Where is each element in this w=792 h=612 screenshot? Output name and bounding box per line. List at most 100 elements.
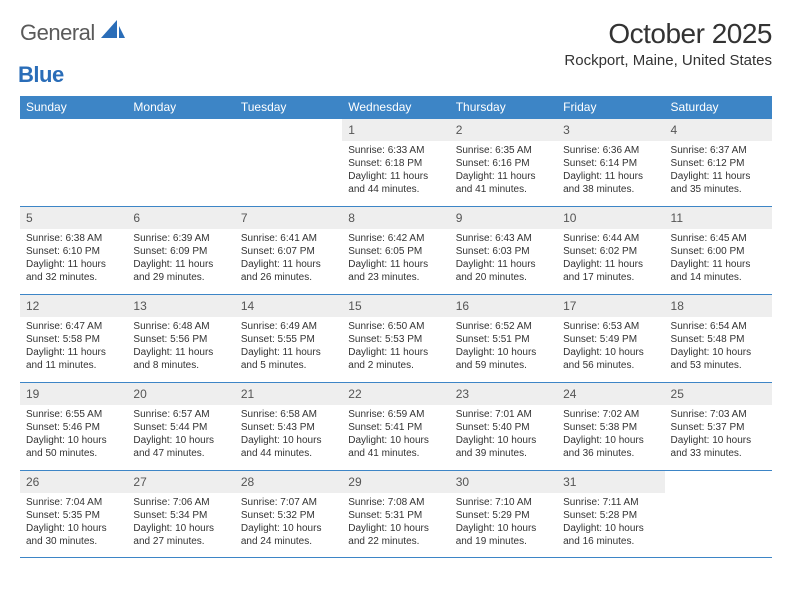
daylight-line: Daylight: 10 hours and 50 minutes.: [26, 434, 121, 460]
sunrise-line: Sunrise: 7:06 AM: [133, 496, 228, 509]
day-number: 23: [456, 387, 469, 401]
empty-cell: [20, 118, 127, 206]
sunrise-line: Sunrise: 6:59 AM: [348, 408, 443, 421]
day-cell: 7Sunrise: 6:41 AMSunset: 6:07 PMDaylight…: [235, 206, 342, 294]
sunset-line: Sunset: 6:07 PM: [241, 245, 336, 258]
dayname-saturday: Saturday: [665, 96, 772, 118]
sunrise-line: Sunrise: 6:48 AM: [133, 320, 228, 333]
logo-sail-icon: [101, 20, 125, 40]
header: General Blue October 2025 Rockport, Main…: [20, 18, 772, 88]
dayname-sunday: Sunday: [20, 96, 127, 118]
day-body: Sunrise: 6:52 AMSunset: 5:51 PMDaylight:…: [450, 317, 557, 376]
sunset-line: Sunset: 5:38 PM: [563, 421, 658, 434]
sunrise-line: Sunrise: 6:50 AM: [348, 320, 443, 333]
daylight-line: Daylight: 11 hours and 5 minutes.: [241, 346, 336, 372]
day-cell: 18Sunrise: 6:54 AMSunset: 5:48 PMDayligh…: [665, 294, 772, 382]
daylight-line: Daylight: 10 hours and 16 minutes.: [563, 522, 658, 548]
day-body: Sunrise: 6:45 AMSunset: 6:00 PMDaylight:…: [665, 229, 772, 288]
sunset-line: Sunset: 5:44 PM: [133, 421, 228, 434]
sunrise-line: Sunrise: 7:11 AM: [563, 496, 658, 509]
sunrise-line: Sunrise: 7:07 AM: [241, 496, 336, 509]
day-cell: 16Sunrise: 6:52 AMSunset: 5:51 PMDayligh…: [450, 294, 557, 382]
day-number: 9: [456, 211, 463, 225]
day-body: Sunrise: 7:08 AMSunset: 5:31 PMDaylight:…: [342, 493, 449, 552]
day-body: Sunrise: 6:36 AMSunset: 6:14 PMDaylight:…: [557, 141, 664, 200]
dayname-tuesday: Tuesday: [235, 96, 342, 118]
sunrise-line: Sunrise: 6:54 AM: [671, 320, 766, 333]
sunset-line: Sunset: 5:49 PM: [563, 333, 658, 346]
day-number: 11: [671, 211, 683, 225]
day-number: 1: [348, 123, 355, 137]
day-cell: 27 Sunrise: 7:06 AMSunset: 5:34 PMDayligh…: [127, 470, 234, 558]
daylight-line: Daylight: 10 hours and 59 minutes.: [456, 346, 551, 372]
sunset-line: Sunset: 6:09 PM: [133, 245, 228, 258]
day-body: Sunrise: 6:59 AMSunset: 5:41 PMDaylight:…: [342, 405, 449, 464]
day-number: 2: [456, 123, 463, 137]
dayname-row: SundayMondayTuesdayWednesdayThursdayFrid…: [20, 96, 772, 118]
day-body: Sunrise: 6:50 AMSunset: 5:53 PMDaylight:…: [342, 317, 449, 376]
calendar-row: 1 Sunrise: 6:33 AMSunset: 6:18 PMDaylight…: [20, 118, 772, 206]
sunset-line: Sunset: 5:34 PM: [133, 509, 228, 522]
sunset-line: Sunset: 6:02 PM: [563, 245, 658, 258]
day-number: 6: [133, 211, 140, 225]
sunset-line: Sunset: 5:37 PM: [671, 421, 766, 434]
daylight-line: Daylight: 11 hours and 41 minutes.: [456, 170, 551, 196]
day-cell: 23Sunrise: 7:01 AMSunset: 5:40 PMDayligh…: [450, 382, 557, 470]
day-number: 31: [563, 475, 576, 489]
day-cell: 29Sunrise: 7:08 AMSunset: 5:31 PMDayligh…: [342, 470, 449, 558]
empty-cell: [127, 118, 234, 206]
day-cell: 21Sunrise: 6:58 AMSunset: 5:43 PMDayligh…: [235, 382, 342, 470]
day-body: Sunrise: 7:11 AMSunset: 5:28 PMDaylight:…: [557, 493, 664, 552]
daylight-line: Daylight: 11 hours and 2 minutes.: [348, 346, 443, 372]
daylight-line: Daylight: 10 hours and 36 minutes.: [563, 434, 658, 460]
daylight-line: Daylight: 11 hours and 11 minutes.: [26, 346, 121, 372]
empty-cell: [235, 118, 342, 206]
page-title: October 2025: [564, 18, 772, 50]
calendar-row: 26Sunrise: 7:04 AMSunset: 5:35 PMDayligh…: [20, 470, 772, 558]
day-body: Sunrise: 6:58 AMSunset: 5:43 PMDaylight:…: [235, 405, 342, 464]
dayname-thursday: Thursday: [450, 96, 557, 118]
daylight-line: Daylight: 10 hours and 53 minutes.: [671, 346, 766, 372]
calendar-body: 1 Sunrise: 6:33 AMSunset: 6:18 PMDaylight…: [20, 118, 772, 558]
day-cell: 31 Sunrise: 7:11 AMSunset: 5:28 PMDayligh…: [557, 470, 664, 558]
sunrise-line: Sunrise: 6:45 AM: [671, 232, 766, 245]
day-number: 5: [26, 211, 33, 225]
daylight-line: Daylight: 10 hours and 47 minutes.: [133, 434, 228, 460]
sunset-line: Sunset: 5:51 PM: [456, 333, 551, 346]
sunset-line: Sunset: 5:55 PM: [241, 333, 336, 346]
daylight-line: Daylight: 10 hours and 22 minutes.: [348, 522, 443, 548]
daylight-line: Daylight: 10 hours and 24 minutes.: [241, 522, 336, 548]
day-number: 27: [133, 475, 146, 489]
sunrise-line: Sunrise: 6:43 AM: [456, 232, 551, 245]
calendar-row: 5Sunrise: 6:38 AMSunset: 6:10 PMDaylight…: [20, 206, 772, 294]
daylight-line: Daylight: 10 hours and 27 minutes.: [133, 522, 228, 548]
day-cell: 17Sunrise: 6:53 AMSunset: 5:49 PMDayligh…: [557, 294, 664, 382]
daylight-line: Daylight: 11 hours and 17 minutes.: [563, 258, 658, 284]
sunrise-line: Sunrise: 6:53 AM: [563, 320, 658, 333]
sunrise-line: Sunrise: 7:03 AM: [671, 408, 766, 421]
daylight-line: Daylight: 11 hours and 29 minutes.: [133, 258, 228, 284]
sunrise-line: Sunrise: 6:41 AM: [241, 232, 336, 245]
sunrise-line: Sunrise: 6:36 AM: [563, 144, 658, 157]
day-body: Sunrise: 6:37 AMSunset: 6:12 PMDaylight:…: [665, 141, 772, 200]
calendar-table: SundayMondayTuesdayWednesdayThursdayFrid…: [20, 96, 772, 558]
sunset-line: Sunset: 6:10 PM: [26, 245, 121, 258]
day-body: Sunrise: 6:33 AMSunset: 6:18 PMDaylight:…: [342, 141, 449, 200]
day-number: 20: [133, 387, 146, 401]
empty-cell: [665, 470, 772, 558]
sunrise-line: Sunrise: 6:35 AM: [456, 144, 551, 157]
day-cell: 4Sunrise: 6:37 AMSunset: 6:12 PMDaylight…: [665, 118, 772, 206]
day-number: 30: [456, 475, 469, 489]
sunset-line: Sunset: 5:40 PM: [456, 421, 551, 434]
day-cell: 9Sunrise: 6:43 AMSunset: 6:03 PMDaylight…: [450, 206, 557, 294]
day-body: Sunrise: 6:35 AMSunset: 6:16 PMDaylight:…: [450, 141, 557, 200]
daylight-line: Daylight: 10 hours and 30 minutes.: [26, 522, 121, 548]
sunrise-line: Sunrise: 7:04 AM: [26, 496, 121, 509]
day-number: 19: [26, 387, 39, 401]
day-cell: 12Sunrise: 6:47 AMSunset: 5:58 PMDayligh…: [20, 294, 127, 382]
day-number: 24: [563, 387, 576, 401]
sunrise-line: Sunrise: 6:47 AM: [26, 320, 121, 333]
location-text: Rockport, Maine, United States: [564, 52, 772, 69]
day-body: Sunrise: 7:10 AMSunset: 5:29 PMDaylight:…: [450, 493, 557, 552]
sunset-line: Sunset: 6:05 PM: [348, 245, 443, 258]
